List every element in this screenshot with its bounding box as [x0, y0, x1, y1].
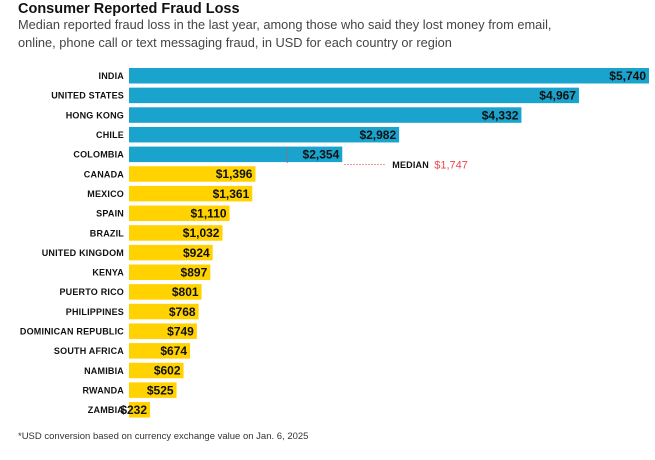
- bar-puerto-rico: [129, 284, 202, 300]
- value-label: $1,396: [216, 167, 253, 181]
- chart-subtitle: Median reported fraud loss in the last y…: [18, 17, 552, 50]
- value-label: $232: [120, 403, 147, 417]
- bar-united-kingdom: [129, 244, 213, 261]
- value-label: $749: [167, 324, 194, 338]
- bar-zambia: [129, 402, 151, 418]
- category-label: UNITED KINGDOM: [42, 248, 124, 258]
- value-label: $674: [160, 344, 187, 358]
- bar-chile: [129, 126, 400, 143]
- category-label: RWANDA: [82, 385, 124, 395]
- median-label: MEDIAN: [392, 160, 429, 170]
- bar-rwanda: [129, 382, 177, 398]
- category-label: COLOMBIA: [73, 150, 124, 160]
- value-label: $5,740: [609, 69, 646, 83]
- bar-mexico: [129, 185, 253, 202]
- category-label: SOUTH AFRICA: [54, 346, 124, 356]
- value-label: $2,982: [359, 128, 396, 142]
- category-label: INDIA: [99, 71, 125, 81]
- bar-philippines: [129, 303, 199, 320]
- bar-south-africa: [129, 343, 191, 359]
- bar-india: [129, 68, 649, 84]
- bar-dominican-republic: [129, 323, 197, 339]
- category-label: HONG KONG: [66, 110, 124, 120]
- bar-united-states: [129, 87, 579, 104]
- bar-hong-kong: [129, 107, 522, 123]
- value-label: $2,354: [303, 148, 340, 162]
- bar-chart: INDIA $5,740 UNITED STATES $4,967 HONG KONG $…: [20, 68, 649, 418]
- category-label: CANADA: [84, 169, 124, 179]
- category-label: PUERTO RICO: [59, 287, 124, 297]
- bar-brazil: [129, 225, 223, 241]
- bar-namibia: [129, 362, 184, 379]
- footnote: *USD conversion based on currency exchan…: [18, 431, 309, 442]
- chart-title: Consumer Reported Fraud Loss: [18, 1, 240, 17]
- value-label: $801: [172, 285, 199, 299]
- value-label: $1,110: [191, 207, 227, 221]
- value-label: $1,361: [213, 187, 250, 201]
- category-label: PHILIPPINES: [66, 307, 124, 317]
- bar-canada: [129, 166, 256, 182]
- category-label: BRAZIL: [90, 228, 124, 238]
- median-value: $1,747: [434, 159, 468, 171]
- category-label: MEXICO: [87, 189, 124, 199]
- category-label: CHILE: [96, 130, 124, 140]
- bar-kenya: [129, 264, 211, 280]
- category-label: SPAIN: [96, 209, 124, 219]
- bar-spain: [129, 205, 230, 222]
- category-label: NAMIBIA: [84, 366, 124, 376]
- value-label: $602: [154, 364, 181, 378]
- value-label: $4,332: [482, 108, 519, 122]
- category-label: KENYA: [92, 268, 124, 278]
- value-label: $897: [181, 265, 208, 279]
- category-label: DOMINICAN REPUBLIC: [20, 327, 124, 337]
- value-label: $525: [147, 383, 174, 397]
- bar-colombia: [129, 146, 343, 163]
- value-label: $768: [169, 305, 196, 319]
- value-label: $924: [183, 246, 210, 260]
- value-label: $4,967: [539, 89, 576, 103]
- category-label: ZAMBIA: [88, 405, 124, 415]
- category-label: UNITED STATES: [51, 91, 124, 101]
- value-label: $1,032: [183, 226, 220, 240]
